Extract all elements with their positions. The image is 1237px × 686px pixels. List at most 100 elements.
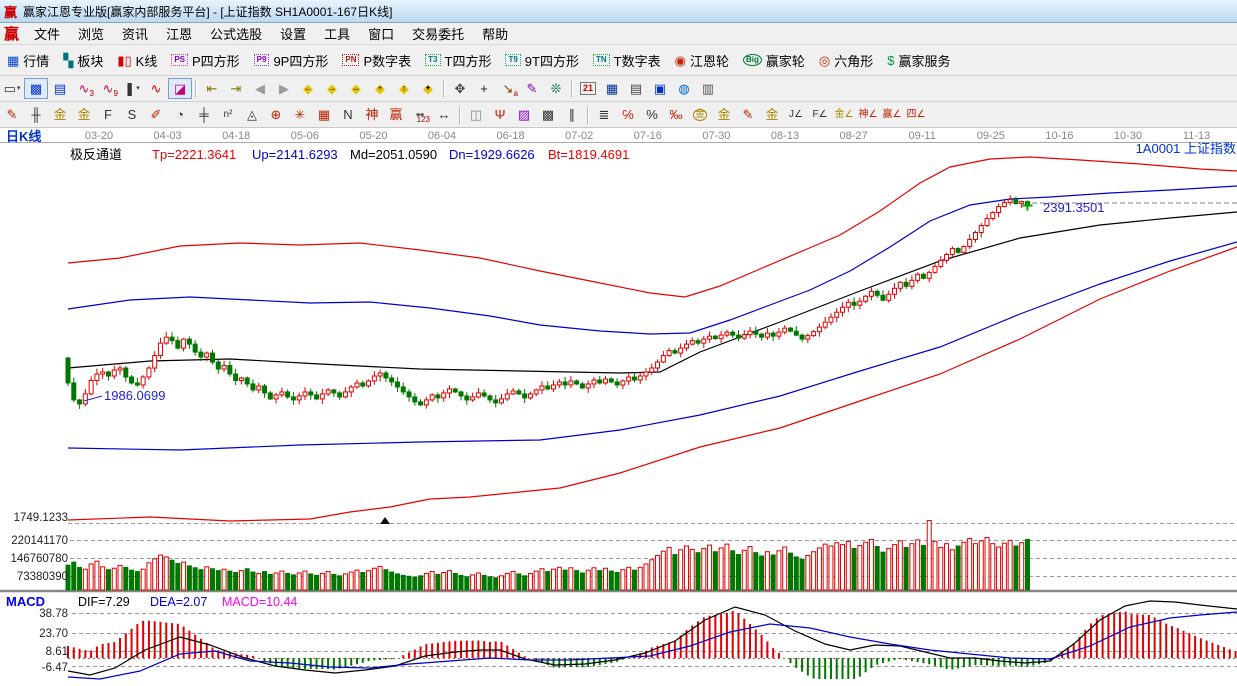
tool-spiral[interactable]: S (120, 104, 144, 125)
tool-k-mark[interactable]: N (336, 104, 360, 125)
menu-6[interactable]: 工具 (324, 27, 351, 42)
tool-cycle-circle[interactable]: ◔ (168, 104, 192, 125)
indicator-up-value: Up=2141.6293 (252, 147, 338, 162)
flower-button[interactable]: ❊ (544, 78, 568, 99)
first-bar-button[interactable]: ⇤ (200, 78, 224, 99)
tool-ying[interactable]: 赢 (384, 104, 408, 125)
volume-profile-button[interactable]: ◪ (168, 78, 192, 99)
winner-service-button[interactable]: $ 赢家服务 (880, 49, 957, 71)
tool-permille[interactable]: ‰ (664, 104, 688, 125)
last-bar-button[interactable]: ⇥ (224, 78, 248, 99)
pattern-window-button[interactable]: ▩ (24, 78, 48, 99)
tool-pen[interactable]: ✎ (0, 104, 24, 125)
red-wave-button[interactable]: ∿ (144, 78, 168, 99)
t-square-button[interactable]: T3 T四方形 (418, 49, 498, 71)
tool-grid-box[interactable]: ▦ (312, 104, 336, 125)
tool-width-measure[interactable]: ↔ (432, 104, 456, 125)
tool-f-level[interactable]: F (96, 104, 120, 125)
p-table-button[interactable]: PN P数字表 (335, 49, 418, 71)
zoom-in-button[interactable]: ◆ + (375, 81, 385, 96)
menu-0[interactable]: 文件 (34, 27, 61, 42)
menu-7[interactable]: 窗口 (368, 27, 395, 42)
tool-shen[interactable]: 神 (360, 104, 384, 125)
menu-5[interactable]: 设置 (280, 27, 307, 42)
tool-gold-level-1-icon: 金 (53, 107, 67, 122)
tool-gold-level-2[interactable]: 金 (72, 104, 96, 125)
tool-window-grid[interactable]: ◫ (464, 104, 488, 125)
tool-gold-level-1[interactable]: 金 (48, 104, 72, 125)
network-button[interactable]: ◍ (672, 78, 696, 99)
tool-brush-red[interactable]: ✐ (144, 104, 168, 125)
chart-canvas[interactable]: 03-20 04-03 04-18 05-06 05-20 06-04 06-18 07-02… (0, 128, 1237, 681)
hexagon-button[interactable]: ◎ 六角形 (812, 49, 880, 71)
pan-left-button[interactable]: ◆ ← (303, 81, 313, 96)
zoom-out-button[interactable]: ◆ ↔ (351, 81, 361, 96)
brush-button[interactable]: ✎ (520, 78, 544, 99)
menu-9[interactable]: 帮助 (482, 27, 509, 42)
tool-f-angle[interactable]: F∠ (808, 104, 832, 125)
tool-brush-red-icon: ✐ (150, 107, 162, 122)
calculator-button[interactable]: ▦ (600, 78, 624, 99)
menu-4[interactable]: 公式选股 (210, 27, 263, 42)
tool-web[interactable]: ✳ (288, 104, 312, 125)
menu-1[interactable]: 浏览 (78, 27, 105, 42)
tool-n-square[interactable]: n² (216, 104, 240, 125)
tool-fan-purple[interactable]: ▨ (512, 104, 536, 125)
tool-ruler-123[interactable]: ╍ 123 (416, 107, 430, 124)
tool-si-angle[interactable]: 四∠ (904, 104, 928, 125)
pan-hand-button[interactable]: ✥ (448, 78, 472, 99)
gann-wheel-button[interactable]: ◉ 江恩轮 (668, 49, 736, 71)
tool-grid-ticks[interactable]: ╫ (24, 104, 48, 125)
p-square-button[interactable]: PS P四方形 (164, 49, 246, 71)
sectors-button[interactable]: ▚ 板块 (56, 49, 110, 71)
drawing-toolbar: ✎ ╫ 金金 F S ✐ ◔ ╪ n² ◬ ⊕ ✳ ▦ N 神赢 ╍ 123 ↔ ◫ Ψ ▨ ▩ ∥ ≣ ℅% ‰ 金金 ✎ 金 J∠ F∠… (0, 102, 1237, 128)
tool-gann-fan[interactable]: Ψ (488, 104, 512, 125)
tool-fan-purple-icon: ▨ (517, 107, 531, 122)
save-button[interactable]: ▣ (648, 78, 672, 99)
tool-j-angle[interactable]: J∠ (784, 104, 808, 125)
annotate-button[interactable]: ↘ a (502, 81, 518, 98)
tool-pen-2[interactable]: ✎ (736, 104, 760, 125)
tool-gold-bars[interactable]: 金 (712, 104, 736, 125)
compress-button[interactable]: ◆ ↕ (399, 81, 409, 96)
tool-percent-line[interactable]: ℅ (616, 104, 640, 125)
tool-ticks-icon: ╪ (199, 107, 209, 122)
crosshair-button[interactable]: + (472, 78, 496, 99)
quotes-button[interactable]: ▦ 行情 (0, 49, 56, 71)
t-table-button[interactable]: TN T数字表 (586, 49, 668, 71)
next-bar-button[interactable]: ▶ (272, 78, 296, 99)
wave-3-button[interactable]: ∿ 3 (78, 81, 94, 98)
tool-angle-mirror[interactable]: ◬ (240, 104, 264, 125)
tool-parallel-lines[interactable]: ∥ (560, 104, 584, 125)
menu-3[interactable]: 江恩 (166, 27, 193, 42)
winner-wheel-button[interactable]: Big 赢家轮 (736, 49, 812, 71)
tool-percent[interactable]: % (640, 104, 664, 125)
channel-line-bt (67, 246, 1237, 522)
menu-2[interactable]: 资讯 (122, 27, 149, 42)
calendar-button[interactable]: 21 (576, 78, 600, 99)
tool-grid-shade[interactable]: ▩ (536, 104, 560, 125)
prev-bar-button[interactable]: ◀ (248, 78, 272, 99)
tool-compass[interactable]: ⊕ (264, 104, 288, 125)
notes-button[interactable]: ▤ (624, 78, 648, 99)
menu-8[interactable]: 交易委托 (412, 27, 465, 42)
9p-square-button[interactable]: P9 9P四方形 (247, 49, 336, 71)
wave-9-button[interactable]: ∿ 9 (102, 81, 118, 98)
bar-type-button[interactable]: ❚ ▾ (124, 81, 140, 96)
pan-right-button[interactable]: ◆ → (327, 81, 337, 96)
tool-grid-ticks-icon: ╫ (31, 107, 41, 122)
quote-list-button[interactable]: ▤ (48, 78, 72, 99)
kline-type-button[interactable]: ▭ ▾ (3, 81, 21, 96)
9t-square-button[interactable]: T9 9T四方形 (498, 49, 586, 71)
tool-percent-line-icon: ℅ (622, 107, 634, 122)
tool-shen-angle[interactable]: 神∠ (856, 104, 880, 125)
tool-price-scale[interactable]: ≣ (592, 104, 616, 125)
print-button[interactable]: ▥ (696, 78, 720, 99)
tool-gold-circle[interactable]: 金 (688, 104, 712, 125)
tool-ticks[interactable]: ╪ (192, 104, 216, 125)
expand-button[interactable]: ◆ ✦ (423, 81, 433, 96)
tool-gold-angle[interactable]: 金∠ (832, 104, 856, 125)
tool-gold-wave[interactable]: 金 (760, 104, 784, 125)
tool-ying-angle[interactable]: 赢∠ (880, 104, 904, 125)
kline-button[interactable]: ▮▯ K线 (110, 49, 164, 71)
